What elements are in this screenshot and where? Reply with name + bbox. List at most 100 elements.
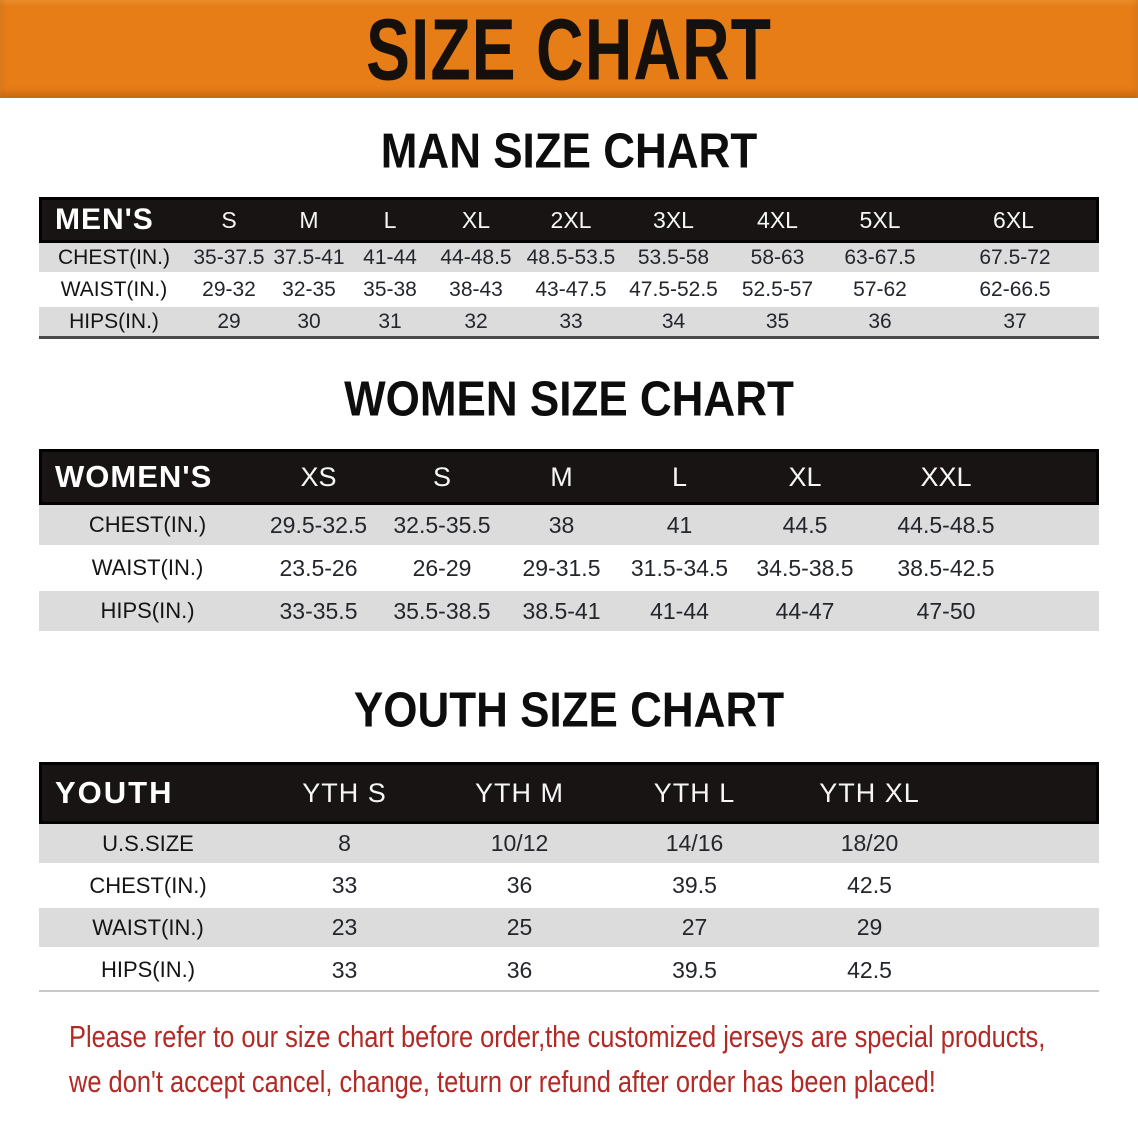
size-value: 42.5 xyxy=(782,866,957,908)
size-value: 38-43 xyxy=(431,275,521,307)
disclaimer-note: Please refer to our size chart before or… xyxy=(69,1014,1099,1104)
size-value: 31 xyxy=(349,307,431,339)
size-value: 10/12 xyxy=(432,824,607,866)
size-value: 29 xyxy=(782,908,957,950)
header-spacer xyxy=(1021,449,1099,505)
size-value: 53.5-58 xyxy=(621,243,726,275)
size-value: 57-62 xyxy=(829,275,931,307)
size-value: 44.5 xyxy=(739,505,871,548)
size-value: 35-38 xyxy=(349,275,431,307)
man-chest-row: CHEST(IN.) 35-37.5 37.5-41 41-44 44-48.5… xyxy=(39,243,1099,275)
man-waist-row: WAIST(IN.) 29-32 32-35 35-38 38-43 43-47… xyxy=(39,275,1099,307)
size-value: 38.5-42.5 xyxy=(871,548,1021,591)
size-value: 47-50 xyxy=(871,591,1021,634)
size-value: 29-32 xyxy=(189,275,269,307)
youth-size-table: YOUTH YTH S YTH M YTH L YTH XL U.S.SIZE … xyxy=(39,762,1099,992)
man-size-header: 2XL xyxy=(521,197,621,243)
women-size-header: S xyxy=(381,449,503,505)
size-value: 41 xyxy=(620,505,739,548)
size-value: 32.5-35.5 xyxy=(381,505,503,548)
size-value: 67.5-72 xyxy=(931,243,1099,275)
youth-table-label: YOUTH xyxy=(39,762,257,824)
row-spacer xyxy=(1021,591,1099,634)
size-value: 27 xyxy=(607,908,782,950)
row-spacer xyxy=(1021,548,1099,591)
size-value: 36 xyxy=(432,866,607,908)
women-header-row: WOMEN'S XS S M L XL XXL xyxy=(39,449,1099,505)
banner-title: SIZE CHART xyxy=(366,0,772,98)
row-label: WAIST(IN.) xyxy=(39,275,189,307)
size-value: 58-63 xyxy=(726,243,829,275)
youth-hips-row: HIPS(IN.) 33 36 39.5 42.5 xyxy=(39,950,1099,992)
size-value: 44-47 xyxy=(739,591,871,634)
size-value: 29 xyxy=(189,307,269,339)
size-value: 63-67.5 xyxy=(829,243,931,275)
row-label: WAIST(IN.) xyxy=(39,548,256,591)
row-label: WAIST(IN.) xyxy=(39,908,257,950)
size-value: 33 xyxy=(257,866,432,908)
row-label: CHEST(IN.) xyxy=(39,866,257,908)
row-label: CHEST(IN.) xyxy=(39,243,189,275)
youth-waist-row: WAIST(IN.) 23 25 27 29 xyxy=(39,908,1099,950)
women-waist-row: WAIST(IN.) 23.5-26 26-29 29-31.5 31.5-34… xyxy=(39,548,1099,591)
row-label: U.S.SIZE xyxy=(39,824,257,866)
women-size-header: L xyxy=(620,449,739,505)
man-section-heading: MAN SIZE CHART xyxy=(380,124,758,179)
size-value: 62-66.5 xyxy=(931,275,1099,307)
women-size-header: M xyxy=(503,449,620,505)
size-value: 41-44 xyxy=(349,243,431,275)
youth-size-header: YTH L xyxy=(607,762,782,824)
man-table-label: MEN'S xyxy=(39,197,189,243)
row-label: CHEST(IN.) xyxy=(39,505,256,548)
youth-header-row: YOUTH YTH S YTH M YTH L YTH XL xyxy=(39,762,1099,824)
youth-size-header: YTH M xyxy=(432,762,607,824)
women-section-heading: WOMEN SIZE CHART xyxy=(344,372,794,427)
size-value: 48.5-53.5 xyxy=(521,243,621,275)
women-size-header: XXL xyxy=(871,449,1021,505)
size-value: 37.5-41 xyxy=(269,243,349,275)
man-size-header: M xyxy=(269,197,349,243)
man-size-header: 5XL xyxy=(829,197,931,243)
size-value: 34.5-38.5 xyxy=(739,548,871,591)
size-value: 36 xyxy=(829,307,931,339)
size-value: 25 xyxy=(432,908,607,950)
size-value: 38.5-41 xyxy=(503,591,620,634)
size-value: 14/16 xyxy=(607,824,782,866)
size-value: 33 xyxy=(257,950,432,992)
row-spacer xyxy=(957,824,1099,866)
women-chest-row: CHEST(IN.) 29.5-32.5 32.5-35.5 38 41 44.… xyxy=(39,505,1099,548)
man-size-header: 6XL xyxy=(931,197,1099,243)
row-label: HIPS(IN.) xyxy=(39,307,189,339)
size-value: 31.5-34.5 xyxy=(620,548,739,591)
women-size-header: XS xyxy=(256,449,381,505)
content-area: MAN SIZE CHART MEN'S S M L XL 2XL 3XL 4X… xyxy=(0,124,1138,1104)
man-size-table: MEN'S S M L XL 2XL 3XL 4XL 5XL 6XL CHEST… xyxy=(39,197,1099,339)
size-value: 30 xyxy=(269,307,349,339)
women-size-table: WOMEN'S XS S M L XL XXL CHEST(IN.) 29.5-… xyxy=(39,449,1099,634)
size-value: 43-47.5 xyxy=(521,275,621,307)
man-header-row: MEN'S S M L XL 2XL 3XL 4XL 5XL 6XL xyxy=(39,197,1099,243)
size-value: 8 xyxy=(257,824,432,866)
size-value: 33-35.5 xyxy=(256,591,381,634)
size-value: 47.5-52.5 xyxy=(621,275,726,307)
youth-size-header: YTH XL xyxy=(782,762,957,824)
size-value: 23 xyxy=(257,908,432,950)
youth-ussize-row: U.S.SIZE 8 10/12 14/16 18/20 xyxy=(39,824,1099,866)
row-label: HIPS(IN.) xyxy=(39,950,257,992)
size-value: 39.5 xyxy=(607,866,782,908)
man-size-header: 3XL xyxy=(621,197,726,243)
size-value: 32 xyxy=(431,307,521,339)
women-hips-row: HIPS(IN.) 33-35.5 35.5-38.5 38.5-41 41-4… xyxy=(39,591,1099,634)
size-value: 35-37.5 xyxy=(189,243,269,275)
size-value: 26-29 xyxy=(381,548,503,591)
row-spacer xyxy=(1021,505,1099,548)
size-value: 34 xyxy=(621,307,726,339)
size-value: 39.5 xyxy=(607,950,782,992)
size-value: 32-35 xyxy=(269,275,349,307)
man-size-header: 4XL xyxy=(726,197,829,243)
row-spacer xyxy=(957,908,1099,950)
man-hips-row: HIPS(IN.) 29 30 31 32 33 34 35 36 37 xyxy=(39,307,1099,339)
row-label: HIPS(IN.) xyxy=(39,591,256,634)
size-value: 36 xyxy=(432,950,607,992)
header-spacer xyxy=(957,762,1099,824)
